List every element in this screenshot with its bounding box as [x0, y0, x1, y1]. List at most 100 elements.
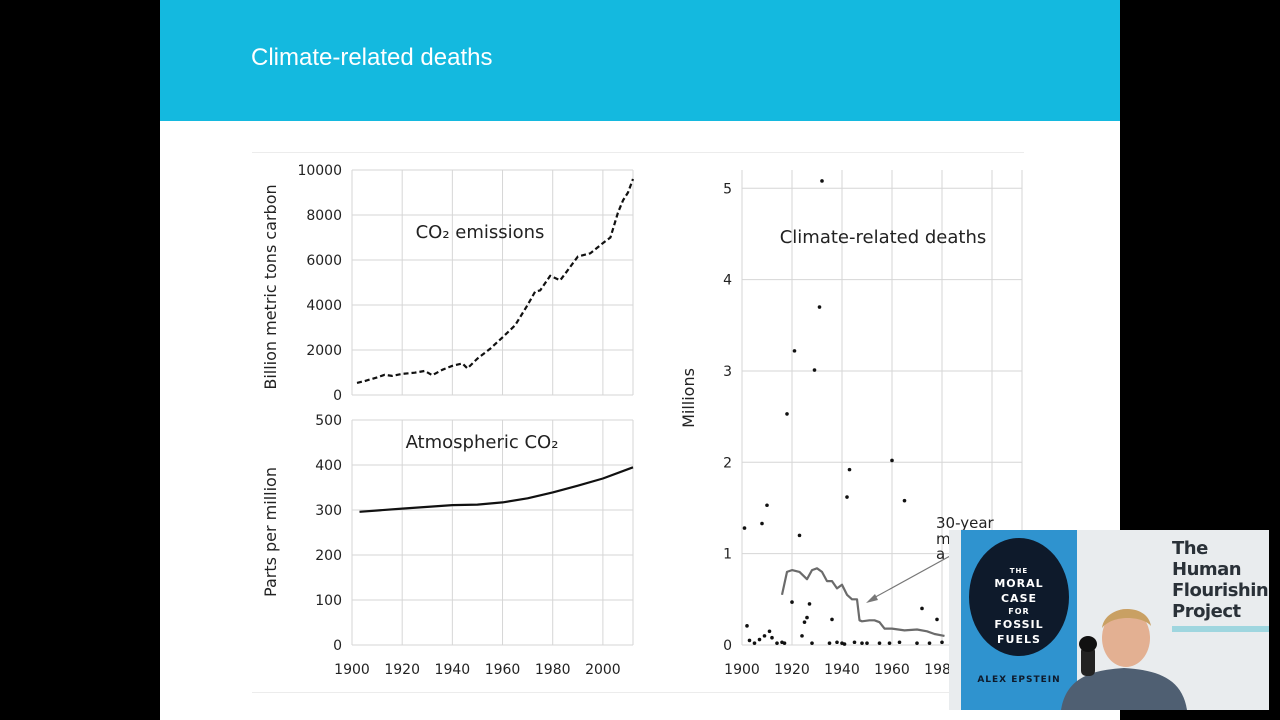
data-point	[760, 521, 764, 526]
data-point	[767, 629, 772, 634]
data-point	[817, 305, 822, 309]
data-point	[792, 349, 797, 353]
data-point	[752, 641, 757, 645]
y-tick-label: 1	[723, 547, 732, 563]
slide: Climate-related deaths 0 2000 4000 6000 8000…	[160, 0, 1120, 720]
annotation-arrowhead	[866, 594, 878, 603]
annotation-line-2: m	[936, 530, 951, 548]
data-point	[775, 641, 779, 645]
x-tick-label: 1960	[485, 662, 521, 678]
data-point	[890, 458, 894, 463]
data-point	[807, 602, 812, 606]
data-point	[805, 615, 809, 620]
webcam-overlay: THE MORAL CASE FOR FOSSIL FUELS ALEX EPS…	[949, 530, 1269, 710]
climate-deaths-ylabel: Millions	[679, 368, 698, 428]
series-line	[359, 466, 634, 513]
y-tick-label: 400	[315, 458, 342, 474]
book-author: ALEX EPSTEIN	[977, 675, 1061, 685]
data-point	[927, 641, 932, 645]
x-tick-label: 1940	[435, 662, 471, 678]
x-tick-label: 1920	[774, 662, 810, 678]
data-point	[935, 617, 939, 622]
divider-top	[252, 152, 1024, 153]
y-tick-label: 200	[315, 548, 342, 564]
data-point	[797, 533, 802, 538]
data-point	[782, 641, 787, 645]
data-point	[812, 368, 817, 372]
book-title: THE MORAL CASE FOR FOSSIL FUELS	[994, 567, 1044, 646]
atmospheric-co2-ylabel: Parts per million	[261, 467, 280, 597]
y-tick-label: 0	[333, 388, 342, 404]
y-tick-label: 10000	[297, 163, 342, 179]
data-point	[745, 624, 749, 628]
data-point	[770, 635, 774, 640]
data-point	[830, 617, 834, 622]
data-point	[865, 641, 869, 645]
atmospheric-co2-title: Atmospheric CO₂	[406, 432, 559, 453]
data-point	[845, 495, 849, 499]
x-tick-label: 1980	[535, 662, 571, 678]
y-tick-label: 6000	[306, 253, 342, 269]
data-point	[920, 606, 924, 611]
y-tick-label: 4	[723, 273, 732, 289]
y-tick-label: 300	[315, 503, 342, 519]
y-tick-label: 500	[315, 413, 342, 429]
book-cover: THE MORAL CASE FOR FOSSIL FUELS ALEX EPS…	[961, 530, 1077, 710]
co2-emissions-chart: 0 2000 4000 6000 8000 10000 CO₂ emissions Bil…	[261, 163, 635, 404]
data-point	[802, 620, 807, 624]
x-tick-label: 1900	[334, 662, 370, 678]
data-point	[835, 640, 839, 645]
series-line	[356, 178, 635, 384]
data-point	[860, 641, 864, 645]
data-point	[887, 641, 892, 645]
data-point	[820, 179, 824, 183]
x-tick-label: 1940	[824, 662, 860, 678]
presenter-figure	[1061, 608, 1187, 710]
x-tick-label: 1920	[384, 662, 420, 678]
data-point	[765, 503, 769, 508]
data-point	[762, 634, 767, 638]
data-point	[842, 642, 847, 646]
x-tick-label: 1900	[724, 662, 760, 678]
data-point	[877, 641, 882, 645]
slide-title: Climate-related deaths	[251, 44, 493, 71]
data-point	[742, 526, 747, 530]
atmospheric-co2-chart: 0 100 200 300 400 500 1900 1920 1940 1960 1980 200…	[261, 413, 634, 678]
data-point	[747, 638, 752, 643]
data-point	[827, 641, 832, 645]
climate-deaths-title: Climate-related deaths	[780, 227, 987, 248]
y-tick-label: 2000	[306, 343, 342, 359]
data-point	[757, 637, 762, 642]
data-point	[847, 467, 852, 472]
data-point	[902, 498, 907, 503]
y-tick-label: 100	[315, 593, 342, 609]
data-point	[790, 600, 794, 604]
moving-average-line	[780, 567, 945, 637]
y-tick-label: 5	[723, 181, 732, 197]
y-tick-label: 0	[723, 638, 732, 654]
data-point	[897, 640, 902, 645]
slide-header: Climate-related deaths	[160, 0, 1120, 121]
data-point	[940, 640, 944, 645]
data-point	[852, 640, 857, 645]
y-tick-label: 8000	[306, 208, 342, 224]
book-cover-circle	[969, 538, 1069, 656]
y-tick-label: 3	[723, 364, 732, 380]
divider-bottom	[252, 692, 1024, 693]
y-tick-label: 4000	[306, 298, 342, 314]
y-tick-label: 2	[723, 455, 732, 471]
brand-accent-bar	[1172, 626, 1269, 632]
x-tick-label: 1960	[874, 662, 910, 678]
x-tick-label: 2000	[585, 662, 621, 678]
co2-emissions-title: CO₂ emissions	[416, 222, 545, 243]
data-point	[810, 641, 814, 645]
y-tick-label: 0	[333, 638, 342, 654]
data-point	[800, 634, 804, 638]
brand-name: The Human Flourishing Project	[1172, 538, 1269, 622]
data-point	[915, 641, 919, 645]
annotation-line-3: a	[936, 545, 945, 563]
co2-emissions-ylabel: Billion metric tons carbon	[261, 184, 280, 389]
annotation-line-1: 30-year	[936, 514, 995, 532]
data-point	[785, 412, 789, 416]
